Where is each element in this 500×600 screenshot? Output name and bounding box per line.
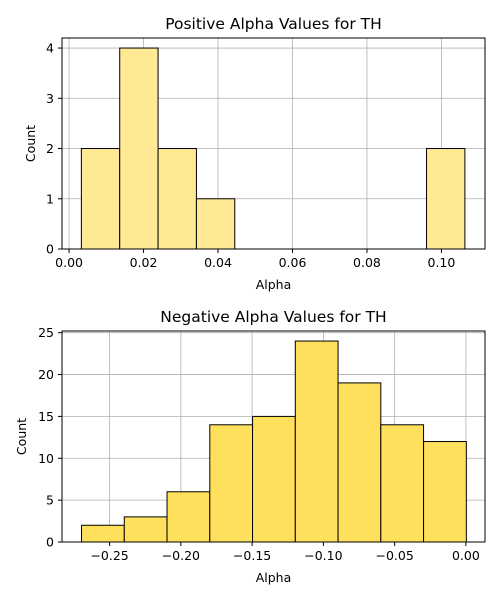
histogram-bar: [80, 148, 121, 250]
x-tick-label: 0.06: [279, 255, 307, 270]
chart-positive-alpha: 0.00 0.02 0.04 0.06 0.08 0.10 0 1 2 3 4 Positive Al…: [23, 15, 486, 292]
x-tick-label: 0.00: [452, 548, 480, 563]
x-tick-label: −0.05: [375, 548, 413, 563]
y-tick-label: 25: [38, 325, 54, 340]
x-tick-label: 0.00: [55, 255, 83, 270]
y-tick-label: 0: [46, 242, 54, 257]
y-tick-label: 20: [38, 367, 54, 382]
histogram-bar: [81, 524, 125, 543]
chart-negative-alpha: −0.25 −0.20 −0.15 −0.10 −0.05 0.00 0 5 10 15 20 25 N…: [14, 308, 486, 585]
x-tick-label: −0.25: [90, 548, 128, 563]
histogram-bar: [123, 516, 168, 543]
x-tick-label: 0.02: [130, 255, 158, 270]
histogram-bar: [294, 340, 339, 543]
axes-frame: [61, 37, 486, 250]
histogram-bar: [423, 441, 467, 543]
x-tick-label: −0.10: [304, 548, 342, 563]
y-tick-label: 10: [38, 451, 54, 466]
y-axis-label: Count: [14, 418, 29, 455]
y-tick-label: 5: [46, 493, 54, 508]
bars: [81, 340, 467, 543]
histogram-bar: [157, 148, 197, 250]
y-tick-label: 1: [46, 191, 54, 206]
bars: [80, 47, 466, 250]
y-tick-label: 2: [46, 141, 54, 156]
histogram-bar: [252, 415, 296, 543]
axes-frame: [61, 330, 486, 543]
y-axis-label: Count: [23, 125, 38, 162]
histogram-bar: [380, 424, 425, 543]
chart-title: Negative Alpha Values for TH: [160, 308, 386, 326]
histogram-bar: [166, 491, 211, 543]
y-tick-label: 15: [38, 409, 54, 424]
y-tick-label: 4: [46, 41, 54, 56]
x-axis-label: Alpha: [256, 570, 292, 585]
histogram-bar: [195, 198, 236, 250]
y-tick-label: 3: [46, 91, 54, 106]
x-tick-label: 0.10: [428, 255, 456, 270]
chart-title: Positive Alpha Values for TH: [165, 15, 382, 33]
x-tick-label: 0.08: [353, 255, 381, 270]
y-tick-label: 0: [46, 535, 54, 550]
x-tick-label: −0.15: [233, 548, 271, 563]
x-tick-label: 0.04: [204, 255, 232, 270]
histogram-bar: [337, 382, 382, 543]
histogram-bar: [119, 47, 159, 250]
histogram-bar: [426, 148, 466, 250]
histogram-bar: [209, 424, 254, 543]
x-tick-label: −0.20: [162, 548, 200, 563]
x-axis-label: Alpha: [256, 277, 292, 292]
